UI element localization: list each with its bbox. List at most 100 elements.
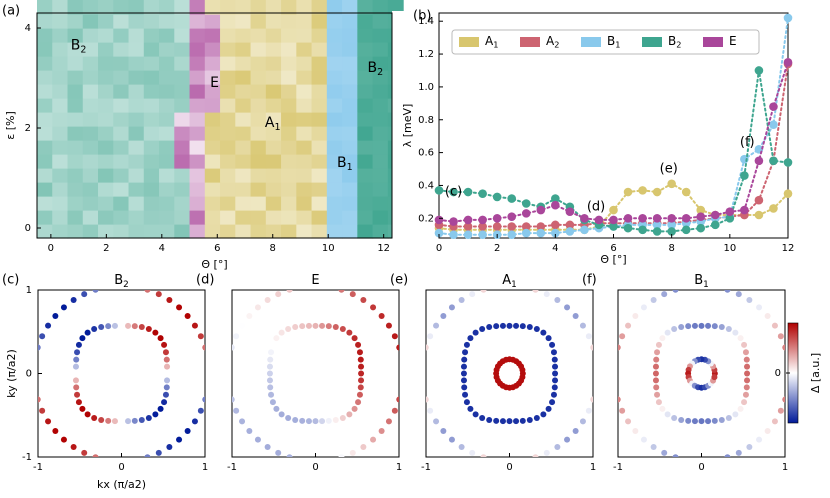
- gap-marker: [521, 284, 527, 290]
- heatmap-cell: [189, 28, 206, 43]
- heatmap-cell: [67, 182, 84, 197]
- heatmap-cell: [342, 14, 358, 29]
- gap-marker: [611, 373, 617, 379]
- heatmap-cell: [235, 42, 252, 57]
- gap-marker: [275, 291, 282, 298]
- data-point-B2: [725, 213, 735, 223]
- heatmap-cell: [82, 168, 99, 183]
- data-point-B2: [449, 187, 458, 197]
- heatmap-cell: [82, 182, 99, 197]
- heatmap-cell: [159, 0, 175, 15]
- clip-mask: [392, 11, 412, 240]
- gap-marker: [385, 418, 392, 425]
- gap-marker: [640, 304, 647, 311]
- heatmap-cell: [296, 0, 313, 15]
- gap-marker: [698, 322, 705, 329]
- gap-marker: [370, 436, 377, 443]
- heatmap-cell: [281, 98, 297, 113]
- heatmap-cell: [128, 98, 145, 113]
- gap-marker: [157, 405, 164, 412]
- gap-marker: [323, 458, 329, 464]
- gap-marker: [305, 418, 312, 425]
- heatmap-cell: [67, 112, 84, 127]
- gap-marker: [742, 391, 749, 398]
- gap-marker: [298, 284, 304, 290]
- heatmap-cell: [204, 56, 221, 71]
- gap-marker: [358, 370, 365, 377]
- heatmap-cell: [67, 154, 84, 169]
- heatmap-cell: [250, 84, 267, 99]
- gap-marker: [268, 349, 275, 356]
- gap-marker: [81, 291, 88, 298]
- heatmap-cell: [204, 224, 221, 239]
- gap-marker: [461, 384, 468, 391]
- heatmap-cell: [113, 196, 130, 211]
- heatmap-cell: [67, 70, 84, 85]
- colorbar-tick-label: 0: [775, 368, 781, 379]
- gap-marker: [718, 324, 725, 331]
- gap-marker: [540, 411, 547, 418]
- gap-marker: [526, 324, 533, 331]
- heatmap-cell: [372, 70, 389, 85]
- gap-marker: [672, 290, 679, 293]
- gap-marker: [38, 396, 41, 403]
- heatmap-cell: [235, 98, 252, 113]
- heatmap-cell: [98, 42, 114, 57]
- gap-marker: [129, 283, 135, 289]
- heatmap-cell: [174, 56, 191, 71]
- gap-marker: [138, 416, 145, 423]
- y-tick-label: 1: [26, 285, 32, 296]
- gap-marker: [206, 373, 212, 379]
- heatmap-cell: [265, 98, 282, 113]
- gap-marker: [273, 405, 280, 412]
- gap-marker: [133, 457, 139, 463]
- heatmap-cell: [174, 140, 191, 155]
- heatmap-cell: [235, 224, 252, 239]
- heatmap-cell: [189, 70, 206, 85]
- heatmap-cell: [235, 196, 252, 211]
- gap-marker: [543, 291, 550, 298]
- gap-marker: [327, 284, 333, 290]
- heatmap-cell: [174, 168, 191, 183]
- data-point-E: [449, 217, 458, 226]
- gap-marker: [202, 344, 205, 351]
- heatmap-cell: [372, 224, 389, 239]
- data-point-E: [696, 212, 706, 221]
- heatmap-cell: [159, 126, 175, 141]
- panel-c: B2 -1 0 1 -1 0 1 kx (π/a2) ky (π/a2) (c): [2, 273, 212, 492]
- gap-marker: [312, 418, 319, 425]
- heatmap-cell: [342, 154, 358, 169]
- data-point-B2: [434, 186, 444, 195]
- gap-marker: [737, 405, 744, 412]
- heatmap-cell: [128, 140, 145, 155]
- gap-marker: [155, 449, 162, 456]
- heatmap-cell: [82, 70, 99, 85]
- heatmap-cell: [250, 28, 267, 43]
- heatmap-cell: [98, 0, 114, 15]
- gap-marker: [360, 297, 367, 304]
- heatmap-cell: [52, 210, 69, 225]
- heatmap-cell: [296, 196, 313, 211]
- gap-marker: [448, 436, 455, 443]
- gap-marker: [467, 405, 474, 412]
- gap-marker: [176, 436, 183, 443]
- heatmap-cell: [265, 84, 282, 99]
- heatmap-cell: [67, 28, 84, 43]
- gap-marker: [744, 377, 751, 384]
- gap-marker: [664, 411, 671, 418]
- heatmap-cell: [67, 140, 84, 155]
- gap-marker: [724, 290, 731, 293]
- heatmap-cell: [281, 70, 297, 85]
- gap-marker: [391, 333, 398, 340]
- gap-marker: [108, 458, 114, 464]
- heatmap-cell: [159, 28, 175, 43]
- legend-label-E: E: [729, 34, 737, 48]
- gap-marker: [52, 428, 59, 435]
- heatmap-cell: [357, 154, 374, 169]
- gap-marker: [590, 396, 593, 403]
- heatmap-cell: [220, 196, 236, 211]
- gap-marker: [480, 454, 487, 457]
- gap-marker: [75, 341, 82, 348]
- gap-marker: [118, 322, 125, 329]
- heatmap-cell: [52, 70, 69, 85]
